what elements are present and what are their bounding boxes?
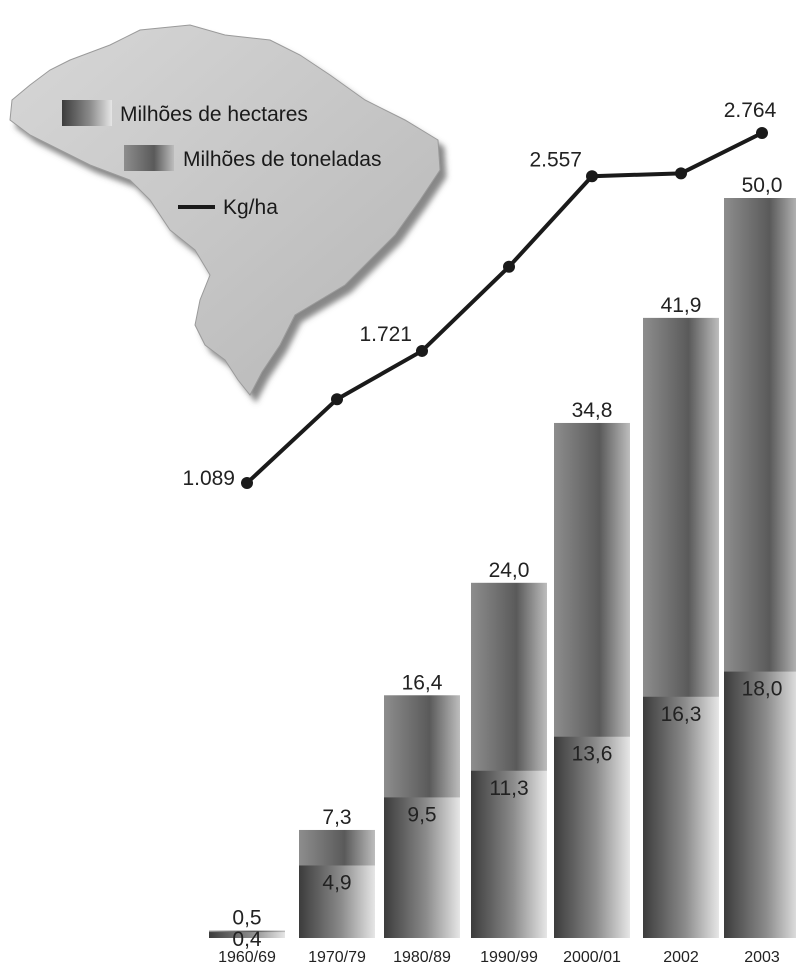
data-label-toneladas: 0,5 — [232, 907, 261, 930]
bar-hectares — [471, 770, 547, 938]
bar-hectares — [554, 736, 630, 938]
data-label-hectares: 18,0 — [742, 678, 783, 701]
data-label-hectares: 11,3 — [489, 777, 528, 800]
legend-hectares-label: Milhões de hectares — [120, 103, 308, 126]
bar-hectares — [209, 932, 285, 938]
brazil-map-icon — [9, 24, 441, 396]
data-label-kgha: 1.089 — [182, 467, 235, 490]
x-tick-label: 2000/01 — [563, 949, 621, 966]
data-label-kgha: 1.721 — [359, 323, 412, 346]
data-label-hectares: 4,9 — [322, 871, 351, 894]
x-tick-label: 2003 — [744, 949, 780, 966]
x-tick-label: 1980/89 — [393, 949, 451, 966]
legend-hectares-swatch — [62, 100, 112, 126]
legend: Milhões de hectares Milhões de toneladas… — [62, 100, 381, 219]
data-label-toneladas: 16,4 — [402, 671, 443, 694]
x-tick-label: 1990/99 — [480, 949, 538, 966]
x-tick-label: 2002 — [663, 949, 699, 966]
data-label-hectares: 13,6 — [572, 743, 613, 766]
data-label-kgha: 2.764 — [724, 99, 777, 122]
kgha-point — [586, 170, 598, 183]
data-label-hectares: 16,3 — [661, 703, 702, 726]
bar-hectares — [643, 696, 719, 938]
data-label-toneladas: 41,9 — [661, 294, 702, 317]
data-label-toneladas: 34,8 — [572, 399, 613, 422]
kgha-point — [675, 167, 687, 180]
legend-kgha-label: Kg/ha — [223, 196, 278, 219]
bar-hectares — [384, 797, 460, 938]
legend-toneladas-swatch — [124, 145, 174, 171]
kgha-point — [503, 260, 515, 273]
x-tick-label: 1970/79 — [308, 949, 366, 966]
data-label-toneladas: 50,0 — [742, 174, 783, 197]
bar-hectares — [299, 865, 375, 938]
bar-hectares — [724, 671, 796, 938]
data-label-hectares: 0,4 — [232, 928, 262, 951]
x-tick-label: 1960/69 — [218, 949, 276, 966]
kgha-point — [416, 344, 428, 357]
data-label-toneladas: 7,3 — [322, 806, 351, 829]
legend-toneladas-label: Milhões de toneladas — [183, 148, 381, 171]
data-label-toneladas: 24,0 — [489, 559, 530, 582]
kgha-point — [241, 477, 253, 489]
kgha-point — [331, 393, 343, 406]
data-label-hectares: 9,5 — [407, 803, 436, 826]
kgha-point — [756, 127, 768, 139]
data-label-kgha: 2.557 — [529, 148, 582, 171]
